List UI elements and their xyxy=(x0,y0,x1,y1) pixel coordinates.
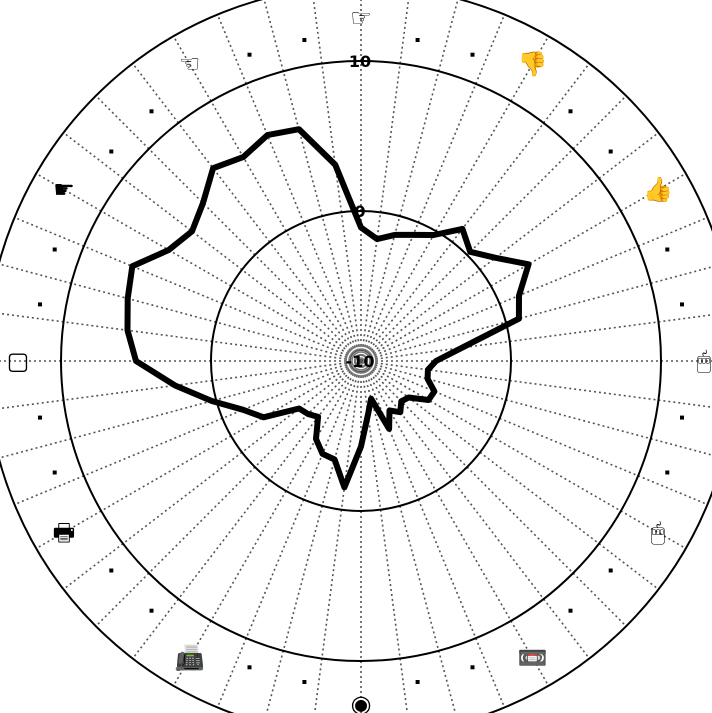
tick-label: 10 xyxy=(349,52,371,71)
marker-dot xyxy=(680,415,684,420)
thumbs-down-icon: 👎 xyxy=(518,50,548,78)
marker-dot xyxy=(665,247,670,252)
marker-dot xyxy=(38,415,42,420)
black-pointing-hand-icon: ☛ xyxy=(53,176,75,204)
marker-dot xyxy=(568,109,573,114)
spoke-gridline xyxy=(95,95,362,362)
outer-markers xyxy=(38,38,684,684)
tick-label: 0 xyxy=(354,202,365,221)
marker-dot xyxy=(665,470,670,475)
spoke-gridline xyxy=(95,360,362,627)
marker-dot xyxy=(109,149,114,154)
pointing-right-hand-icon: ☞ xyxy=(350,4,372,32)
spoke-gridline xyxy=(263,0,362,362)
marker-dot xyxy=(247,52,252,57)
marker-dot xyxy=(302,38,307,42)
spoke-gridline xyxy=(360,360,712,456)
marker-dot xyxy=(415,680,420,684)
cassette-tape-icon: 📼 xyxy=(518,644,548,672)
series-layer xyxy=(124,126,532,491)
marker-dot xyxy=(302,680,307,684)
marker-dot xyxy=(470,665,475,670)
center-ring xyxy=(351,351,371,371)
pointing-left-hand-icon: ☜ xyxy=(179,50,201,78)
marker-dot xyxy=(247,665,252,670)
spoke-gridline xyxy=(0,312,362,362)
marker-dot xyxy=(680,302,684,307)
radial-tick-labels: -10 0 10 xyxy=(346,52,375,371)
spoke-gridline xyxy=(14,360,362,506)
category-icons: ☞ 👎 👍 🖱 🖱 📼 ◉ 📠 🖶 ▢ ☛ ☜ xyxy=(7,4,712,713)
marker-dot xyxy=(415,38,420,42)
spoke-gridline xyxy=(35,172,362,362)
thumbs-up-icon: 👍 xyxy=(643,176,673,204)
series-line-0 xyxy=(124,126,532,491)
spoke-gridline xyxy=(360,360,687,550)
spoke-gridline xyxy=(216,14,362,362)
marker-dot xyxy=(52,470,57,475)
printer-icon: 🖶 xyxy=(53,519,76,547)
marker-dot xyxy=(568,608,573,613)
spoke-gridline xyxy=(360,172,687,362)
spoke-gridline xyxy=(360,360,590,659)
spoke-gridline xyxy=(14,216,362,362)
spoke-gridline xyxy=(360,63,590,362)
spoke-gridline xyxy=(360,14,506,362)
spoke-gridline xyxy=(63,360,362,590)
marker-dot xyxy=(608,149,613,154)
spoke-gridline xyxy=(0,263,362,362)
target-circle-icon: ◉ xyxy=(351,690,372,713)
spoke-gridline xyxy=(132,63,362,362)
spoke-gridline xyxy=(360,216,708,362)
marker-dot xyxy=(52,247,57,252)
spoke-gridline xyxy=(172,360,362,687)
center-rings xyxy=(345,345,377,377)
ring-gridline xyxy=(60,60,662,662)
center-ring xyxy=(345,345,377,377)
spoke-gridline xyxy=(360,360,708,506)
marker-dot xyxy=(470,52,475,57)
telephone-printer-icon: 📠 xyxy=(175,644,205,672)
center-ring xyxy=(348,348,374,374)
spoke-gridline xyxy=(35,360,362,550)
mouse-icon: 🖱 xyxy=(651,519,665,547)
spoke-gridline xyxy=(360,0,459,362)
spoke-gridline xyxy=(0,360,362,459)
spoke-gridline xyxy=(360,95,627,362)
center-ring xyxy=(357,357,365,365)
marker-dot xyxy=(608,568,613,573)
ring-gridline xyxy=(210,210,512,512)
spoke-gridline xyxy=(132,360,362,659)
spoke-gridline xyxy=(360,266,712,362)
marker-dot xyxy=(149,109,154,114)
blank-key-icon: ▢ xyxy=(7,347,30,375)
mouse-icon: 🖱 xyxy=(697,347,711,375)
marker-dot xyxy=(149,608,154,613)
marker-dot xyxy=(38,302,42,307)
spoke-gridline xyxy=(360,132,659,362)
tick-label: -10 xyxy=(346,352,375,371)
marker-dot xyxy=(109,568,114,573)
spoke-gridline xyxy=(360,360,659,590)
center-ring xyxy=(354,354,368,368)
